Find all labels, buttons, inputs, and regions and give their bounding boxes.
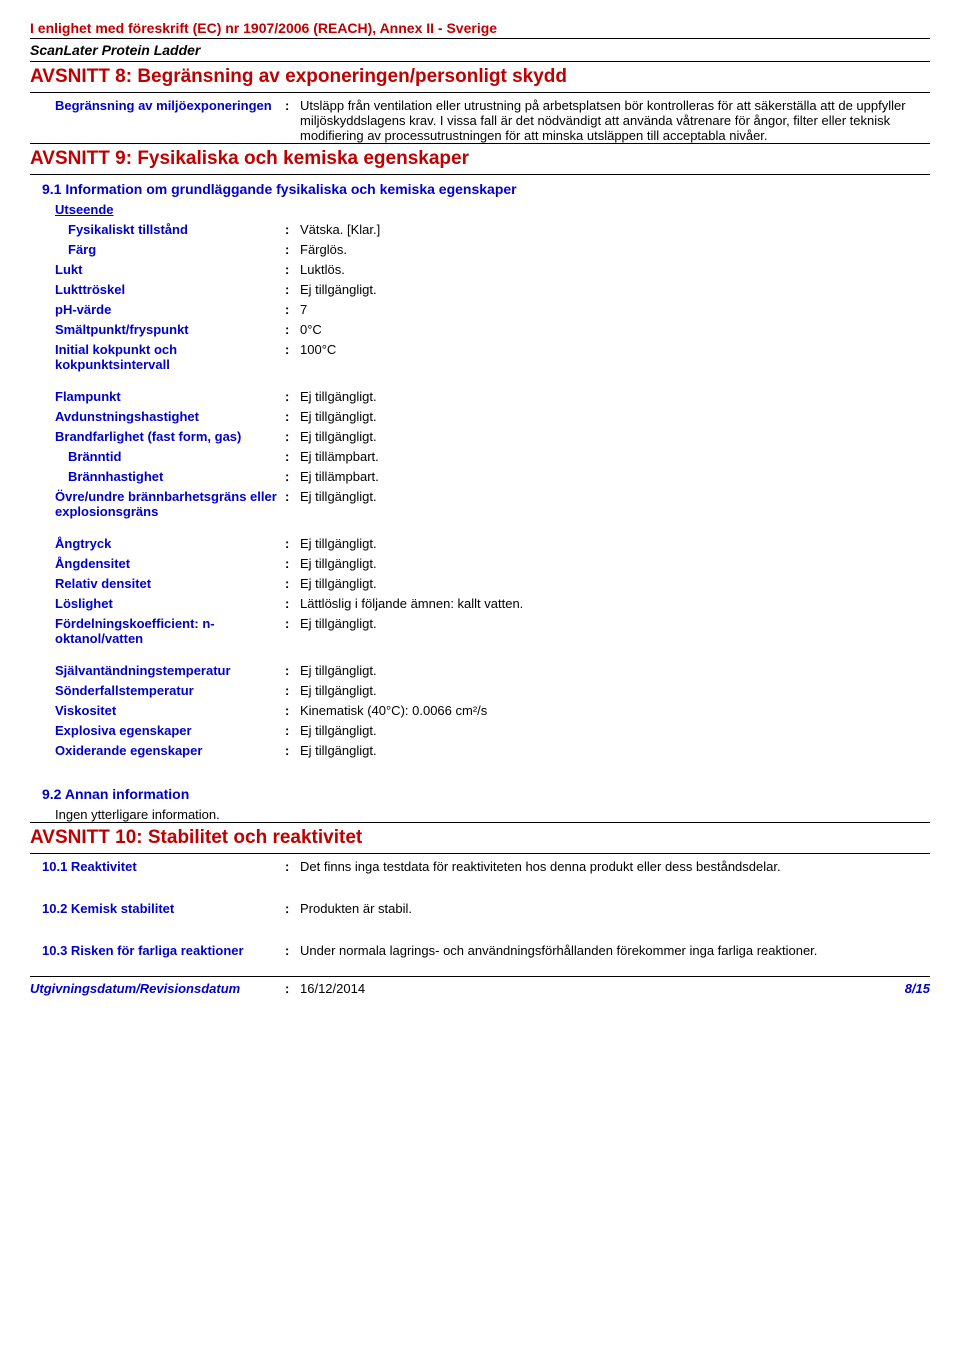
section10-value: Produkten är stabil. [300, 901, 930, 916]
property-label: Självantändningstemperatur [30, 663, 285, 678]
property-label: Smältpunkt/fryspunkt [30, 322, 285, 337]
colon: : [285, 282, 300, 297]
property-value: Lättlöslig i följande ämnen: kallt vatte… [300, 596, 930, 611]
colon: : [285, 981, 300, 996]
colon: : [285, 322, 300, 337]
section10-label: 10.3 Risken för farliga reaktioner [30, 943, 285, 958]
property-value: 7 [300, 302, 930, 317]
property-value: Ej tillgängligt. [300, 429, 930, 444]
footer-date-value: 16/12/2014 [300, 981, 905, 996]
property-label: Relativ densitet [30, 576, 285, 591]
property-label: Fysikaliskt tillstånd [30, 222, 285, 237]
property-label: Brandfarlighet (fast form, gas) [30, 429, 285, 444]
colon: : [285, 859, 300, 874]
property-label: Brännhastighet [30, 469, 285, 484]
page-footer: Utgivningsdatum/Revisionsdatum : 16/12/2… [30, 976, 930, 996]
section10-value: Det finns inga testdata för reaktivitete… [300, 859, 930, 874]
property-label: Explosiva egenskaper [30, 723, 285, 738]
property-label: Sönderfallstemperatur [30, 683, 285, 698]
colon: : [285, 616, 300, 631]
colon: : [285, 683, 300, 698]
colon: : [285, 901, 300, 916]
property-value: Ej tillgängligt. [300, 663, 930, 678]
colon: : [285, 576, 300, 591]
colon: : [285, 943, 300, 958]
colon: : [285, 536, 300, 551]
section-10-title: AVSNITT 10: Stabilitet och reaktivitet [30, 822, 930, 854]
property-value: Ej tillgängligt. [300, 556, 930, 571]
colon: : [285, 98, 300, 113]
section-9-1-heading: 9.1 Information om grundläggande fysikal… [30, 181, 930, 197]
colon: : [285, 222, 300, 237]
section-9-title: AVSNITT 9: Fysikaliska och kemiska egens… [30, 143, 930, 175]
colon: : [285, 723, 300, 738]
property-value: Luktlös. [300, 262, 930, 277]
property-label: pH-värde [30, 302, 285, 317]
property-value: Färglös. [300, 242, 930, 257]
colon: : [285, 302, 300, 317]
property-label: Initial kokpunkt och kokpunktsintervall [30, 342, 285, 372]
colon: : [285, 429, 300, 444]
property-label: Flampunkt [30, 389, 285, 404]
property-value: Ej tillgängligt. [300, 683, 930, 698]
colon: : [285, 556, 300, 571]
colon: : [285, 703, 300, 718]
property-label: Ångtryck [30, 536, 285, 551]
property-value: Ej tillgängligt. [300, 409, 930, 424]
section10-value: Under normala lagrings- och användningsf… [300, 943, 930, 958]
colon: : [285, 389, 300, 404]
env-exposure-value: Utsläpp från ventilation eller utrustnin… [300, 98, 930, 143]
property-value: Ej tillämpbart. [300, 449, 930, 464]
colon: : [285, 242, 300, 257]
colon: : [285, 743, 300, 758]
property-label: Lukttröskel [30, 282, 285, 297]
footer-date-label: Utgivningsdatum/Revisionsdatum [30, 981, 285, 996]
property-value: 100°C [300, 342, 930, 357]
property-label: Övre/undre brännbarhetsgräns eller explo… [30, 489, 285, 519]
property-value: Ej tillämpbart. [300, 469, 930, 484]
property-label: Avdunstningshastighet [30, 409, 285, 424]
colon: : [285, 409, 300, 424]
section-8-title: AVSNITT 8: Begränsning av exponeringen/p… [30, 62, 930, 93]
product-name: ScanLater Protein Ladder [30, 39, 930, 62]
property-value: Vätska. [Klar.] [300, 222, 930, 237]
colon: : [285, 262, 300, 277]
appearance-heading: Utseende [30, 202, 930, 217]
colon: : [285, 663, 300, 678]
property-label: Oxiderande egenskaper [30, 743, 285, 758]
footer-page-number: 8/15 [905, 981, 930, 996]
property-value: Ej tillgängligt. [300, 723, 930, 738]
property-value: Ej tillgängligt. [300, 616, 930, 631]
property-value: Ej tillgängligt. [300, 389, 930, 404]
property-label: Ångdensitet [30, 556, 285, 571]
property-label: Lukt [30, 262, 285, 277]
property-value: 0°C [300, 322, 930, 337]
property-value: Ej tillgängligt. [300, 536, 930, 551]
colon: : [285, 449, 300, 464]
section-9-2-body: Ingen ytterligare information. [30, 807, 930, 822]
property-value: Ej tillgängligt. [300, 743, 930, 758]
property-value: Ej tillgängligt. [300, 282, 930, 297]
regulation-header: I enlighet med föreskrift (EC) nr 1907/2… [30, 20, 930, 39]
colon: : [285, 342, 300, 357]
property-value: Ej tillgängligt. [300, 489, 930, 504]
colon: : [285, 469, 300, 484]
property-value: Kinematisk (40°C): 0.0066 cm²/s [300, 703, 930, 718]
property-label: Löslighet [30, 596, 285, 611]
property-label: Färg [30, 242, 285, 257]
colon: : [285, 489, 300, 504]
env-exposure-label: Begränsning av miljöexponeringen [30, 98, 285, 113]
section10-label: 10.2 Kemisk stabilitet [30, 901, 285, 916]
colon: : [285, 596, 300, 611]
property-label: Viskositet [30, 703, 285, 718]
property-label: Fördelningskoefficient: n-oktanol/vatten [30, 616, 285, 646]
section-9-2-heading: 9.2 Annan information [30, 786, 930, 802]
section10-label: 10.1 Reaktivitet [30, 859, 285, 874]
property-label: Bränntid [30, 449, 285, 464]
property-value: Ej tillgängligt. [300, 576, 930, 591]
